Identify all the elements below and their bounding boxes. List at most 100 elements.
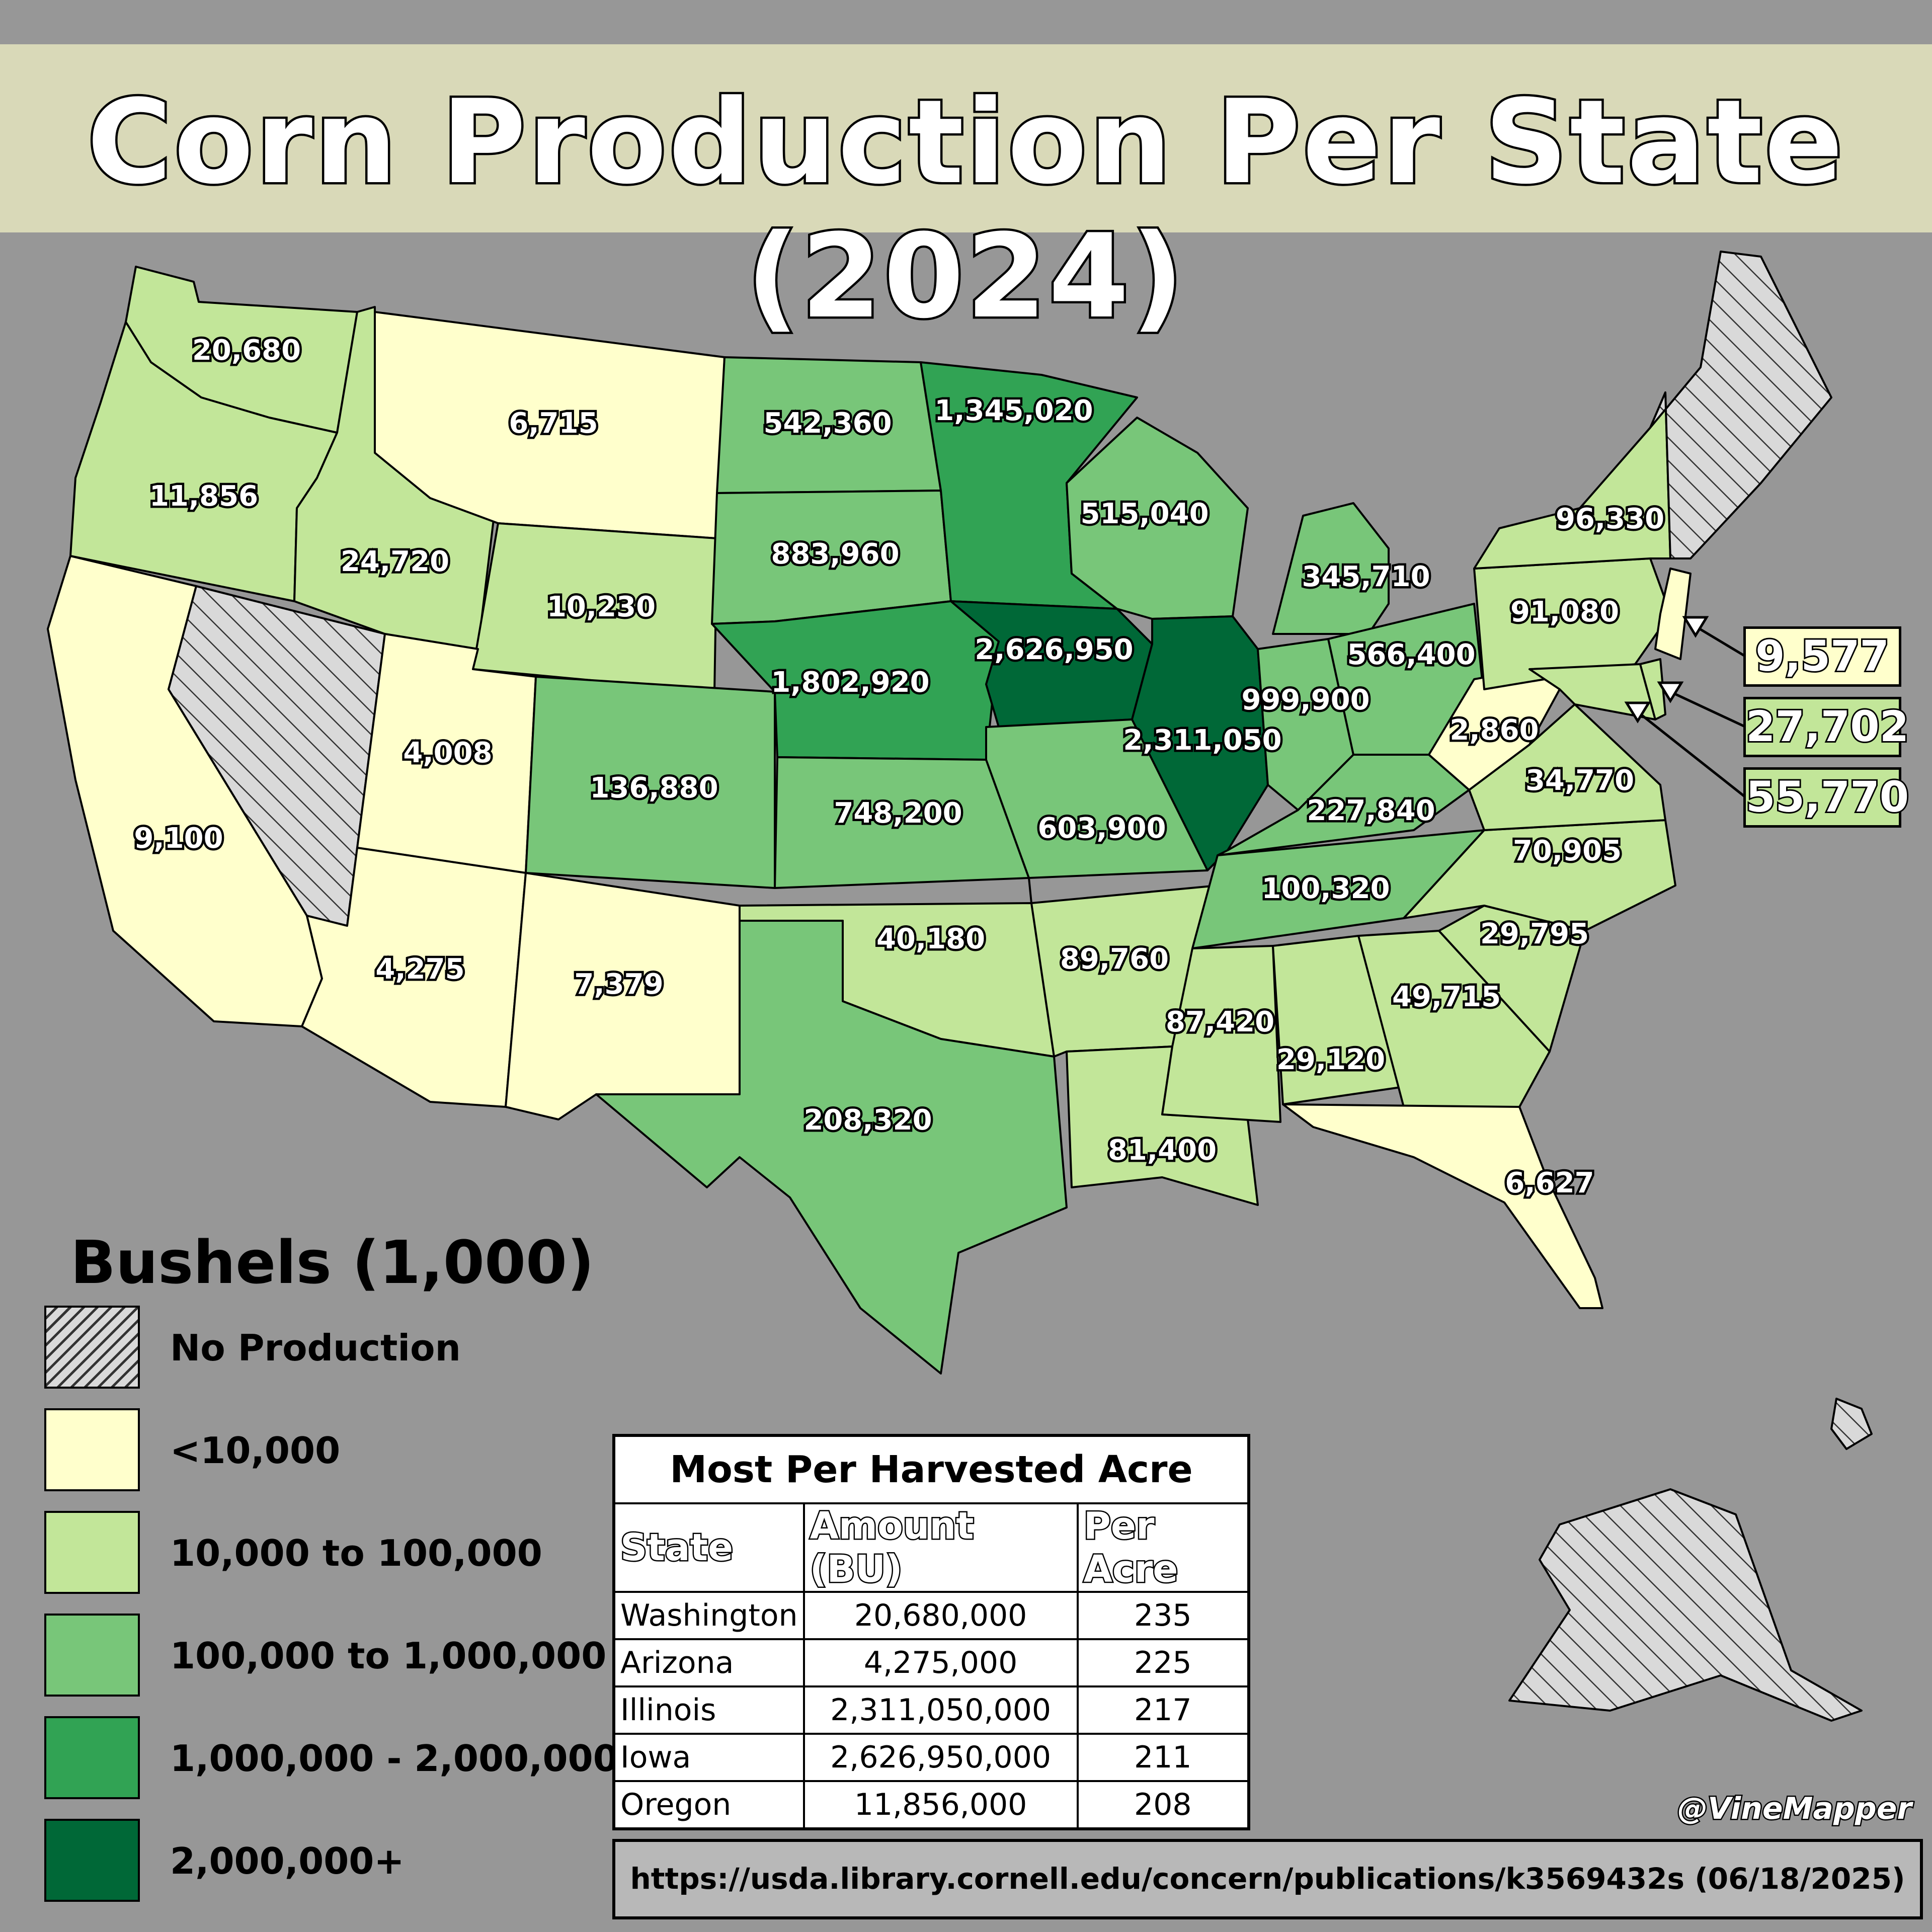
- state-label-georgia: 49,715: [1392, 981, 1501, 1013]
- state-label-south-dakota: 883,960: [771, 538, 899, 571]
- state-label-colorado: 136,880: [590, 772, 718, 804]
- state-shape-delaware: [1639, 658, 1666, 720]
- table-cell-per-acre: 211: [1076, 1733, 1250, 1782]
- table-cell-per-acre: 208: [1076, 1780, 1250, 1830]
- state-label-texas: 208,320: [803, 1104, 932, 1137]
- callout-pointer-icon: [1657, 681, 1684, 703]
- state-label-new-mexico: 7,379: [574, 968, 663, 1001]
- state-label-kentucky: 227,840: [1307, 794, 1435, 827]
- callout-pointer-icon: [1682, 616, 1709, 638]
- state-label-virginia: 34,770: [1525, 764, 1634, 797]
- state-label-kansas: 748,200: [834, 797, 962, 830]
- legend-swatch: [44, 1408, 140, 1491]
- state-label-nebraska: 1,802,920: [771, 666, 929, 699]
- state-shape-new-york: [1473, 391, 1671, 570]
- state-shape-florida: [1282, 1103, 1603, 1309]
- legend-swatch: [44, 1716, 140, 1799]
- legend-swatch: [44, 1614, 140, 1697]
- state-shape-maryland: [1528, 663, 1656, 720]
- state-label-north-dakota: 542,360: [763, 407, 892, 440]
- callout-leader-line: [1695, 625, 1747, 658]
- state-shape-georgia: [1357, 930, 1551, 1108]
- table-row: Oregon 11,856,000 208: [613, 1780, 1250, 1830]
- state-label-south-carolina: 29,795: [1480, 918, 1589, 950]
- table-row: Illinois 2,311,050,000 217: [613, 1685, 1250, 1735]
- state-label-florida: 6,627: [1505, 1167, 1594, 1199]
- state-label-utah: 4,008: [403, 737, 492, 769]
- callout-box: 27,702: [1743, 697, 1910, 757]
- state-label-arizona: 4,275: [375, 953, 464, 986]
- state-label-alabama: 29,120: [1276, 1043, 1385, 1076]
- state-label-montana: 6,715: [509, 407, 598, 440]
- state-shape-texas: [595, 920, 1068, 1375]
- table-cell-state: Iowa: [613, 1733, 805, 1782]
- table-caption: Most Per Harvested Acre: [613, 1434, 1250, 1504]
- table-cell-amount: 2,626,950,000: [802, 1733, 1079, 1782]
- map-title: Corn Production Per State (2024): [85, 73, 1845, 347]
- callout-box: 9,577: [1743, 626, 1901, 687]
- state-label-pennsylvania: 91,080: [1510, 596, 1619, 628]
- legend-label: 10,000 to 100,000: [170, 1532, 542, 1574]
- state-label-arkansas: 89,760: [1060, 943, 1169, 976]
- state-label-minnesota: 1,345,020: [934, 394, 1093, 427]
- state-shape-hawaii: [1830, 1398, 1873, 1450]
- table-row: Arizona 4,275,000 225: [613, 1638, 1250, 1687]
- state-label-washington: 20,680: [192, 334, 301, 367]
- legend-label: 100,000 to 1,000,000: [170, 1635, 607, 1677]
- table-cell-per-acre: 225: [1076, 1638, 1250, 1687]
- state-shape-new-jersey: [1654, 568, 1692, 660]
- table-header-state: State: [613, 1502, 805, 1593]
- legend-swatch: [44, 1511, 140, 1594]
- state-label-michigan: 345,710: [1302, 560, 1430, 593]
- state-label-louisiana: 81,400: [1108, 1134, 1217, 1167]
- table-cell-state: Arizona: [613, 1638, 805, 1687]
- state-label-wyoming: 10,230: [547, 591, 656, 623]
- state-label-illinois: 2,311,050: [1123, 724, 1281, 757]
- table-cell-per-acre: 217: [1076, 1685, 1250, 1735]
- legend-title: Bushels (1,000): [70, 1228, 595, 1297]
- table-header-per-acre: Per Acre: [1076, 1502, 1250, 1593]
- state-label-idaho: 24,720: [341, 545, 449, 578]
- callout-box: 55,770: [1743, 767, 1910, 828]
- legend-label: 2,000,000+: [170, 1840, 405, 1882]
- table-cell-amount: 4,275,000: [802, 1638, 1079, 1687]
- state-label-california: 9,100: [134, 822, 223, 855]
- table-cell-amount: 20,680,000: [802, 1591, 1079, 1640]
- state-label-indiana: 999,900: [1241, 684, 1370, 716]
- table-cell-amount: 2,311,050,000: [802, 1685, 1079, 1735]
- legend-label: <10,000: [170, 1429, 341, 1472]
- legend-label: No Production: [170, 1327, 461, 1369]
- top-yield-table: Most Per Harvested Acre State Amount (BU…: [612, 1434, 1250, 1830]
- state-shape-alaska: [1508, 1488, 1863, 1722]
- title-bar: [0, 44, 1932, 232]
- state-shape-mississippi: [1161, 945, 1281, 1123]
- author-credit: @VineMapper: [1676, 1790, 1913, 1828]
- state-label-ohio: 566,400: [1347, 638, 1475, 671]
- table-cell-state: Oregon: [613, 1780, 805, 1830]
- state-label-wisconsin: 515,040: [1080, 498, 1209, 530]
- state-label-west-virginia: 2,860: [1450, 714, 1539, 747]
- state-label-missouri: 603,900: [1037, 812, 1166, 845]
- table-row: Iowa 2,626,950,000 211: [613, 1733, 1250, 1782]
- state-label-mississippi: 87,420: [1166, 1006, 1274, 1038]
- state-label-oklahoma: 40,180: [876, 923, 985, 955]
- source-url: https://usda.library.cornell.edu/concern…: [612, 1839, 1923, 1919]
- state-label-north-carolina: 70,905: [1513, 835, 1622, 867]
- table-cell-per-acre: 235: [1076, 1591, 1250, 1640]
- legend-swatch: [44, 1819, 140, 1902]
- callout-leader-line: [1637, 711, 1747, 798]
- state-label-oregon: 11,856: [149, 480, 258, 513]
- state-label-tennessee: 100,320: [1261, 872, 1390, 905]
- table-cell-state: Washington: [613, 1591, 805, 1640]
- table-cell-state: Illinois: [613, 1685, 805, 1735]
- table-cell-amount: 11,856,000: [802, 1780, 1079, 1830]
- state-shape-new-england: [1649, 251, 1832, 559]
- callout-pointer-icon: [1624, 701, 1651, 723]
- state-label-new-york: 96,330: [1556, 503, 1664, 535]
- state-label-iowa: 2,626,950: [975, 633, 1133, 666]
- legend-label: 1,000,000 - 2,000,000: [170, 1737, 618, 1780]
- table-row: Washington 20,680,000 235: [613, 1591, 1250, 1640]
- legend-swatch: [44, 1306, 140, 1389]
- callout-leader-line: [1669, 690, 1747, 729]
